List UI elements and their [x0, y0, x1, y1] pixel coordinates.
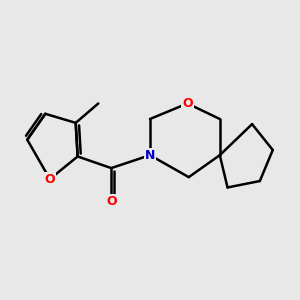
- Text: O: O: [106, 195, 116, 208]
- Text: O: O: [44, 172, 55, 186]
- Text: N: N: [145, 149, 155, 162]
- Text: O: O: [182, 97, 193, 110]
